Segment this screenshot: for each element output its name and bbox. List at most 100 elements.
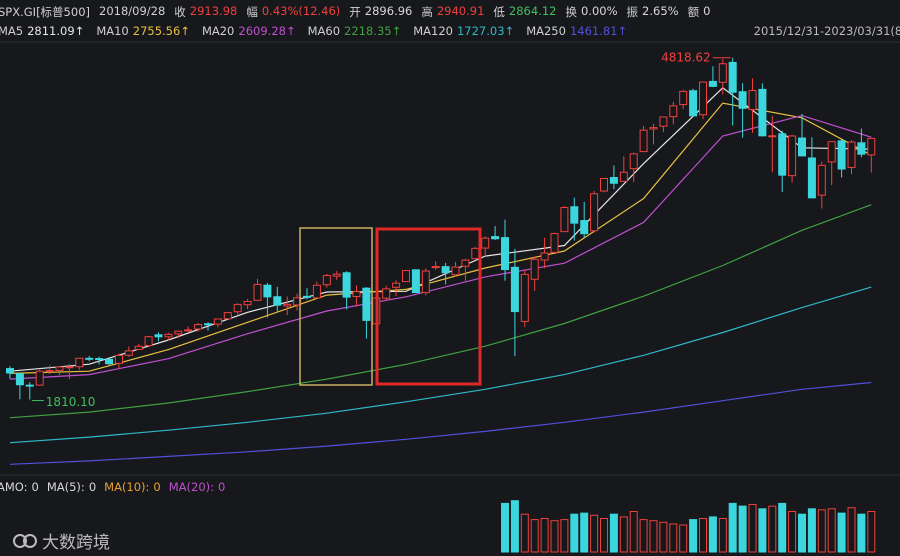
candle-body [124, 350, 133, 356]
volume-bar [708, 516, 717, 553]
volume-bar [718, 518, 727, 553]
ma-name: MA20 [201, 24, 235, 38]
field-value: 0.43%(12.46) [261, 4, 341, 18]
volume-bar [788, 511, 797, 553]
indicator: MA(5): 0 [47, 480, 96, 494]
indicator-value: 0 [88, 480, 97, 494]
volume-bar [560, 519, 569, 553]
candle-body [788, 135, 797, 177]
candle-body [253, 283, 262, 301]
candle-body [768, 135, 777, 138]
highlight-box [299, 227, 373, 386]
field-value: 2896.96 [364, 4, 413, 18]
volume-bar [867, 511, 876, 553]
candle-body [758, 88, 767, 137]
candle-body [342, 272, 351, 298]
indicator-label: MA(10): [104, 480, 150, 494]
candle-body [75, 357, 84, 368]
symbol: SPX.GI[标普500] [0, 5, 90, 19]
candle-body [491, 236, 500, 240]
candle-body [540, 252, 549, 261]
candle-body [510, 266, 519, 313]
volume-bar [550, 520, 559, 553]
volume-bar [837, 512, 846, 553]
volume-bar [679, 524, 688, 553]
volume-bar [609, 513, 618, 553]
volume-bar [530, 519, 539, 553]
ma-line [9, 381, 872, 465]
ma-legend: MA60 2218.35↑ [308, 24, 402, 38]
volume-bar [520, 513, 529, 553]
field-label: 低 [493, 5, 505, 19]
ma-legend: MA250 1461.81↑ [526, 24, 627, 38]
ma-legend: MA20 2609.28↑ [202, 24, 296, 38]
candle-body [451, 266, 460, 276]
ma-value: 1727.03↑ [456, 24, 515, 38]
candle-body [273, 296, 282, 306]
volume-bar [798, 513, 806, 553]
candle-body [807, 157, 816, 199]
candle-body [501, 237, 509, 271]
candle-body [25, 384, 34, 387]
field-label: 高 [421, 5, 433, 19]
candle-body [392, 282, 401, 288]
candle-body [778, 133, 787, 176]
ma-name: MA10 [96, 24, 129, 38]
volume-bar [847, 507, 856, 553]
header-row: SPX.GI[标普500] 2018/09/28 收 2913.98 幅 0.43%(12… [0, 4, 710, 20]
highlight-box [375, 227, 482, 386]
candle-body [322, 275, 331, 286]
volume-bar [510, 500, 519, 553]
candle-body [35, 370, 44, 386]
candle-body [164, 333, 173, 338]
indicator: MA(10): 0 [104, 480, 161, 494]
volume-bar [778, 502, 787, 553]
candle-body [590, 193, 599, 232]
indicator: AMO: 0 [0, 480, 39, 494]
watermark: 大数跨境 [12, 528, 110, 553]
field: 开 2896.96 [349, 4, 412, 20]
candle-body [105, 358, 113, 365]
field-value: 2940.91 [436, 4, 485, 18]
candle-body [708, 80, 717, 87]
indicator-label: MA(20): [168, 480, 215, 494]
field: 幅 0.43%(12.46) [246, 4, 340, 20]
candle-body [114, 354, 123, 364]
candle-body [649, 127, 658, 130]
candle-body [699, 81, 707, 116]
indicator-label: MA(5): [46, 480, 85, 494]
field: 低 2864.12 [493, 4, 556, 20]
candle-body [45, 370, 54, 373]
watermark-text: 大数跨境 [42, 533, 110, 553]
candle-body [798, 137, 806, 157]
ma-name: MA250 [526, 24, 566, 38]
candle-body [659, 116, 668, 127]
candle-body [738, 91, 747, 109]
candle-body [65, 366, 74, 369]
candle-body [639, 129, 648, 153]
candle-body [431, 266, 440, 269]
candle-body [303, 295, 311, 298]
field-label: 幅 [246, 5, 258, 19]
ma-value: 2218.35↑ [344, 24, 402, 38]
candle-body [817, 164, 826, 196]
volume-bar [580, 512, 589, 553]
candle-body [609, 177, 618, 184]
candle-body [619, 171, 628, 182]
candle-body [530, 258, 539, 280]
field-label: 换 [565, 5, 577, 19]
candle-body [867, 137, 876, 156]
field: 振 2.65% [627, 4, 679, 20]
candle-body [85, 357, 94, 360]
ma-value: 2811.09↑ [27, 24, 85, 38]
candles [6, 57, 876, 400]
candle-body [837, 140, 846, 170]
candle-body [441, 266, 450, 274]
candle-body [312, 284, 321, 299]
candle-body [748, 90, 757, 111]
field-label: 开 [349, 5, 361, 19]
volume-bar [738, 505, 747, 553]
